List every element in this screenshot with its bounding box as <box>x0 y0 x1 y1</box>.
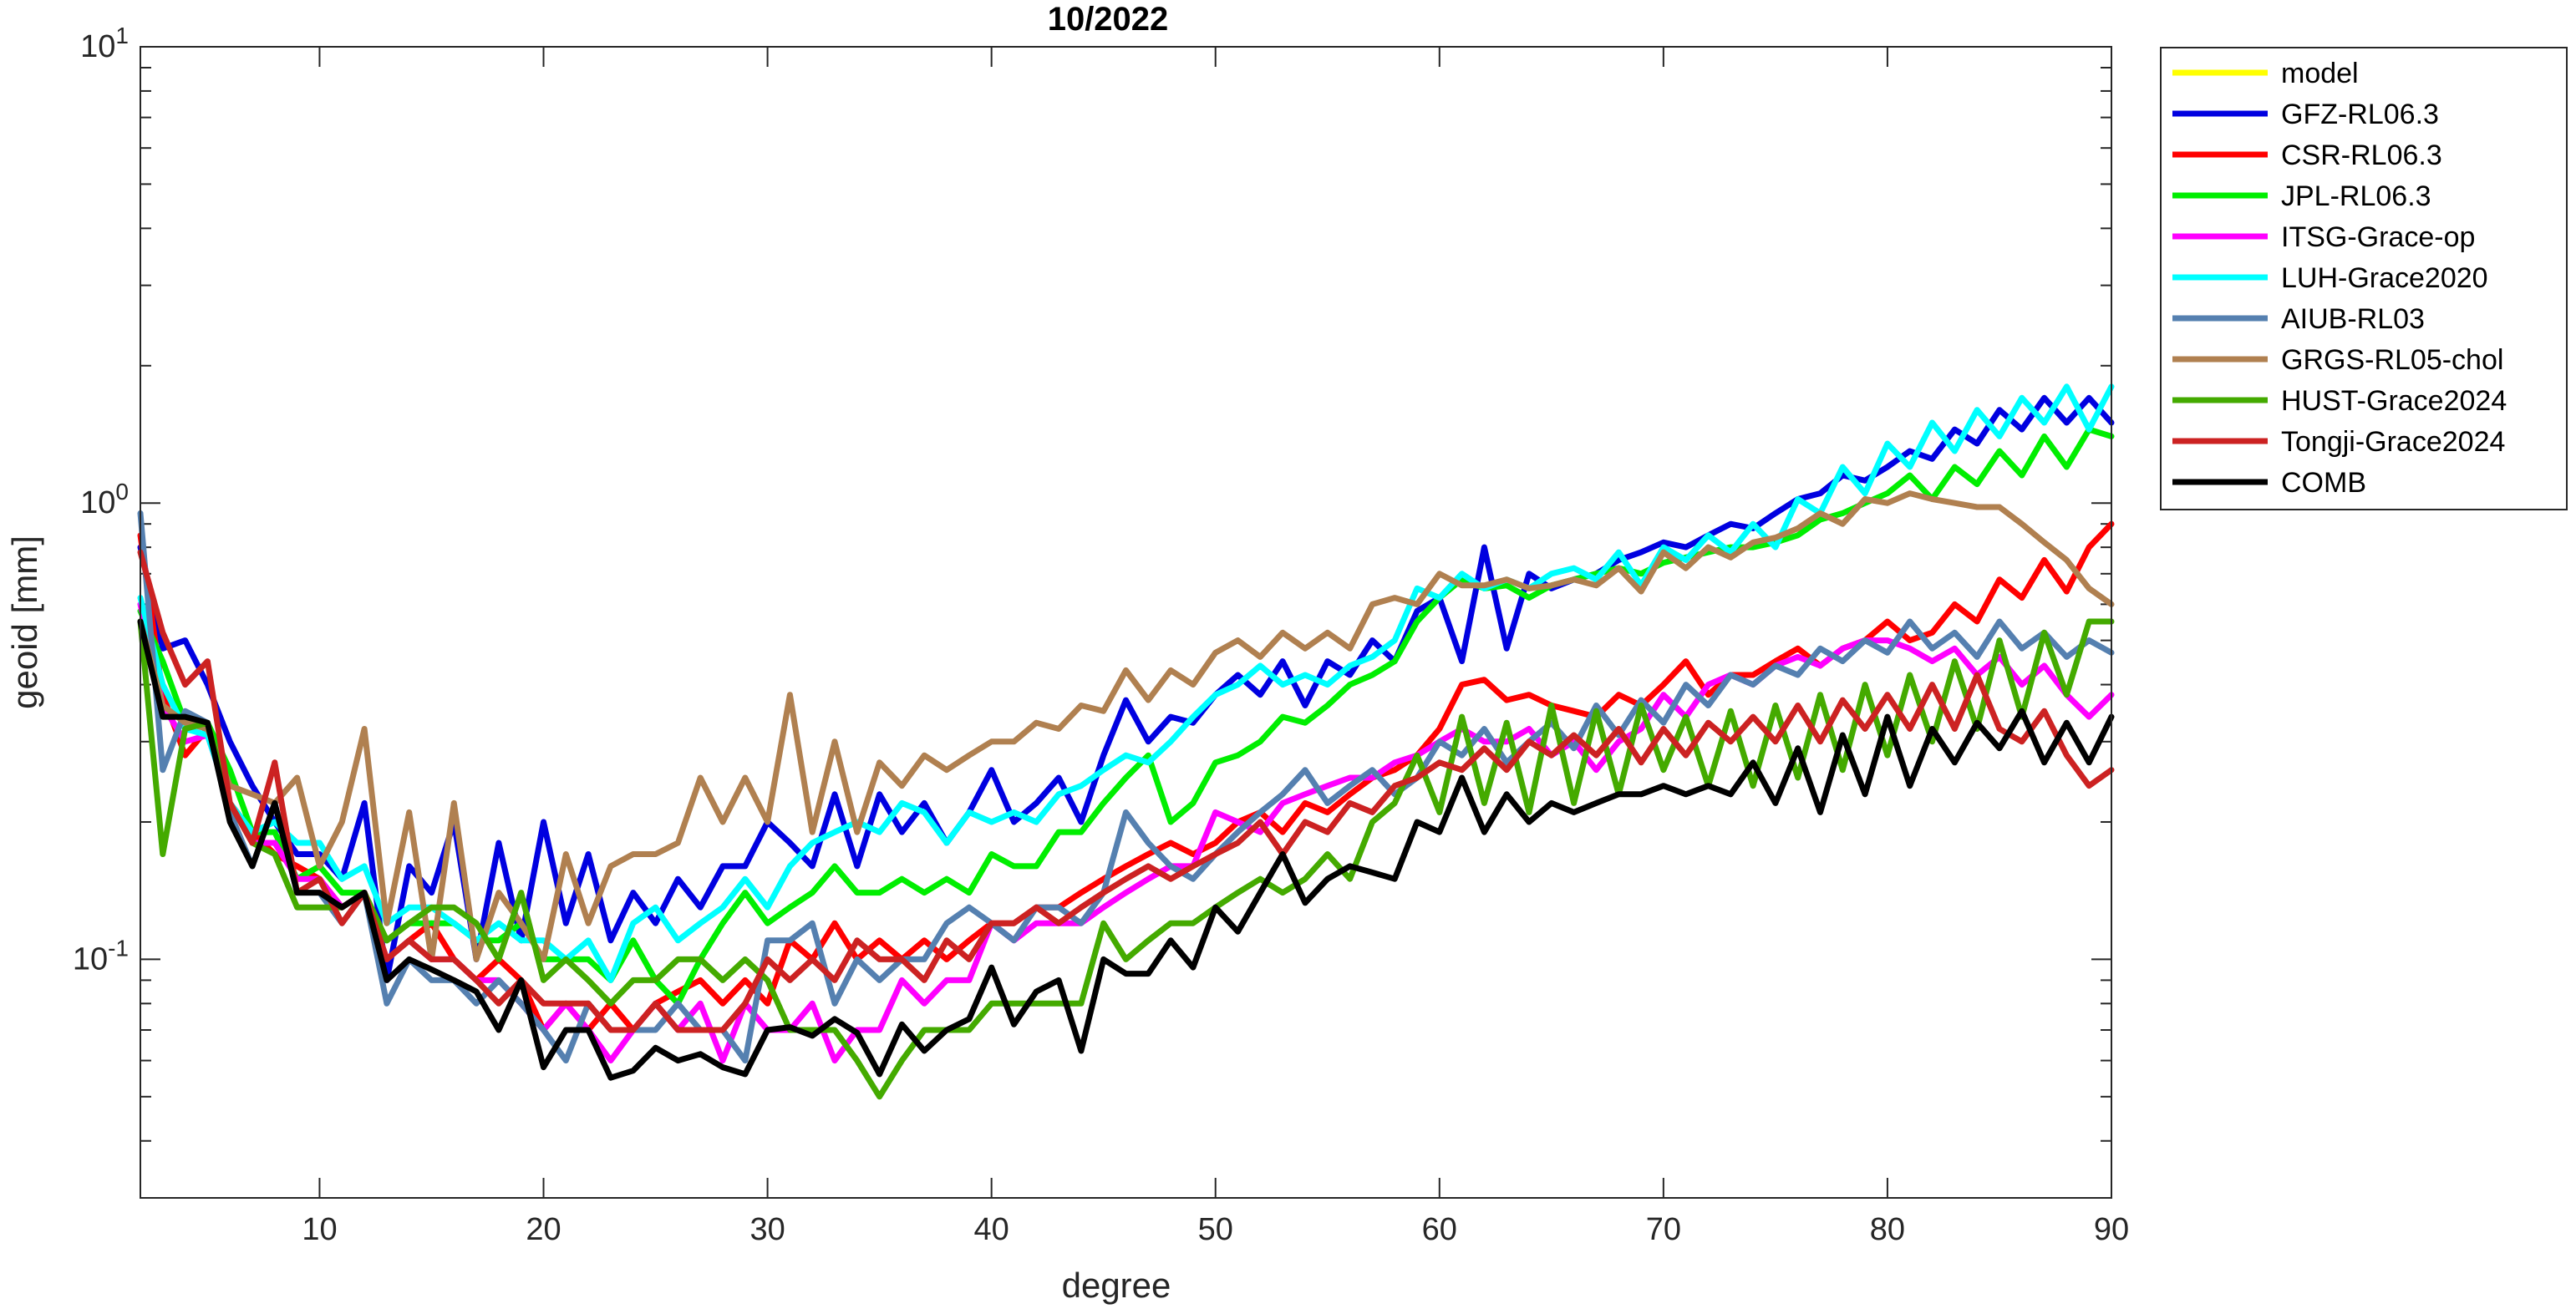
legend-label: LUH-Grace2020 <box>2281 262 2488 294</box>
x-axis-label: degree <box>1062 1266 1171 1305</box>
x-tick-label: 20 <box>526 1212 561 1247</box>
legend-label: GRGS-RL05-chol <box>2281 344 2503 376</box>
x-tick-label: 10 <box>302 1212 337 1247</box>
legend-label: ITSG-Grace-op <box>2281 221 2475 253</box>
x-tick-label: 50 <box>1198 1212 1233 1247</box>
legend-label: Tongji-Grace2024 <box>2281 426 2505 458</box>
plot-frame <box>140 46 2112 1199</box>
legend-label: CSR-RL06.3 <box>2281 140 2442 171</box>
legend-label: HUST-Grace2024 <box>2281 385 2507 417</box>
x-tick-label: 60 <box>1422 1212 1457 1247</box>
chart-title: 10/2022 <box>1048 1 1169 38</box>
plot-area <box>140 47 2111 1198</box>
legend: model GFZ-RL06.3 CSR-RL06.3 JPL-RL06.3 ITSG-… <box>2160 47 2568 510</box>
x-tick-label: 80 <box>1870 1212 1905 1247</box>
legend-label: model <box>2281 58 2359 89</box>
y-tick-label: 101 <box>80 23 129 64</box>
legend-label: AIUB-RL03 <box>2281 303 2425 335</box>
x-tick-label: 40 <box>974 1212 1009 1247</box>
legend-label: GFZ-RL06.3 <box>2281 99 2439 130</box>
legend-label: COMB <box>2281 467 2366 499</box>
y-axis-label: geoid [mm] <box>5 535 44 709</box>
x-tick-label: 30 <box>749 1212 785 1247</box>
axis-ticks: 10 20 30 40 50 60 70 80 90 10-1 100 101 <box>73 23 2129 1247</box>
series-lines <box>137 383 2115 1100</box>
series-line-luh-grace2020 <box>137 383 2115 983</box>
series-line-aiub-rl03 <box>137 510 2115 1064</box>
series-line-grgs-rl05-chol <box>137 490 2115 962</box>
series-line-comb <box>137 618 2115 1081</box>
legend-label: JPL-RL06.3 <box>2281 180 2431 212</box>
y-tick-label: 100 <box>80 479 129 520</box>
x-tick-label: 70 <box>1646 1212 1681 1247</box>
y-tick-label: 10-1 <box>73 935 129 977</box>
series-line-tongji-grace2024 <box>137 549 2115 1033</box>
x-tick-label: 90 <box>2094 1212 2129 1247</box>
